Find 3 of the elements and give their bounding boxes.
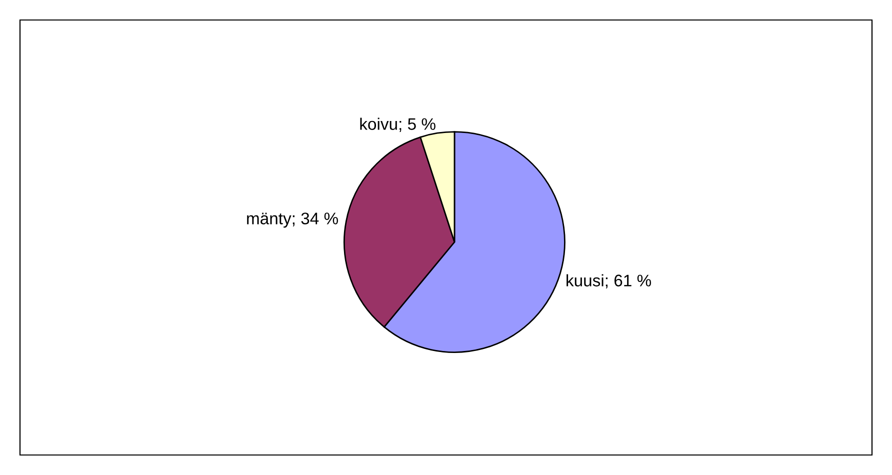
slice-label: kuusi; 61 % xyxy=(566,274,652,288)
slice-label: koivu; 5 % xyxy=(360,118,436,132)
slice-label: mänty; 34 % xyxy=(247,212,338,228)
